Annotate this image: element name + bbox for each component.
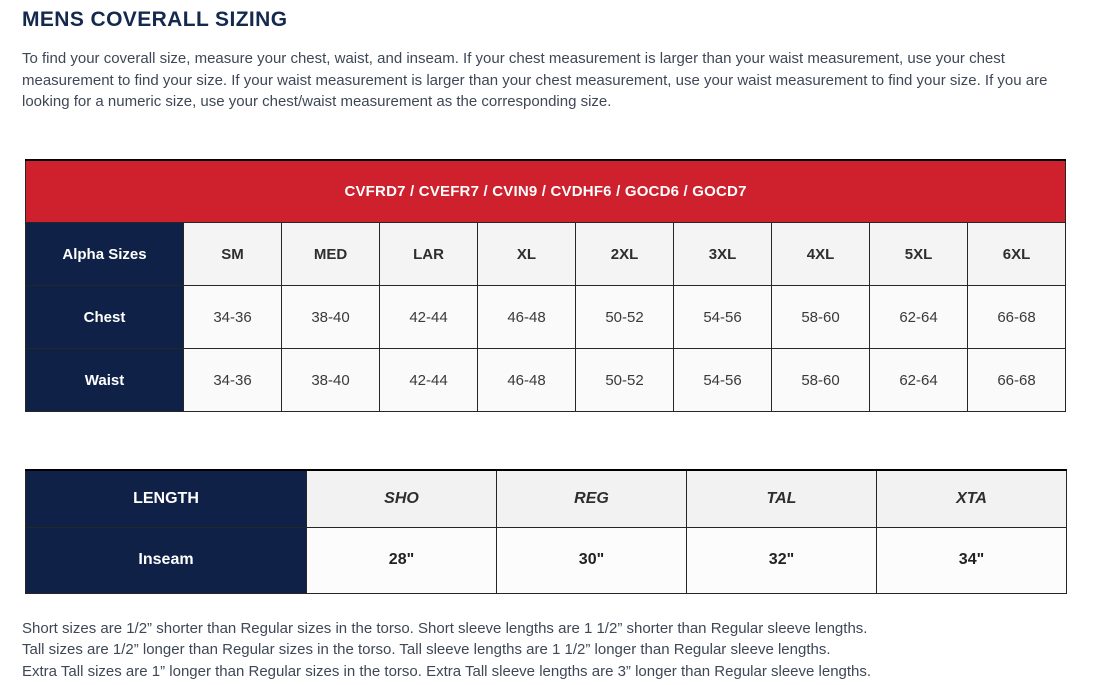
waist-cell: 62-64 <box>869 348 968 412</box>
alpha-size-cell: XL <box>477 222 576 286</box>
length-head-cell: XTA <box>876 469 1067 528</box>
alpha-size-cell: SM <box>183 222 282 286</box>
note-extra-tall: Extra Tall sizes are 1” longer than Regu… <box>22 662 872 680</box>
alpha-size-cell: 5XL <box>869 222 968 286</box>
length-head-cell: TAL <box>686 469 877 528</box>
chest-cell: 50-52 <box>575 285 674 349</box>
waist-cell: 42-44 <box>379 348 478 412</box>
inseam-row: Inseam 28" 30" 32" 34" <box>25 526 1067 594</box>
inseam-cell: 28" <box>306 526 497 594</box>
waist-cell: 66-68 <box>966 348 1067 412</box>
alpha-sizes-row: Alpha Sizes SM MED LAR XL 2XL 3XL 4XL 5X… <box>25 222 1067 286</box>
waist-cell: 34-36 <box>183 348 282 412</box>
inseam-cell: 30" <box>496 526 687 594</box>
chest-cell: 58-60 <box>771 285 870 349</box>
alpha-size-cell: 2XL <box>575 222 674 286</box>
alpha-size-cell: 6XL <box>966 222 1067 286</box>
note-short: Short sizes are 1/2” shorter than Regula… <box>22 619 868 637</box>
alpha-size-cell: LAR <box>379 222 478 286</box>
chest-cell: 38-40 <box>281 285 380 349</box>
chest-cell: 62-64 <box>869 285 968 349</box>
alpha-size-cell: MED <box>281 222 380 286</box>
product-codes-header: CVFRD7 / CVEFR7 / CVIN9 / CVDHF6 / GOCD6… <box>24 158 1067 223</box>
waist-cell: 58-60 <box>771 348 870 412</box>
row-label-chest: Chest <box>25 285 184 349</box>
intro-paragraph: To find your coverall size, measure your… <box>22 50 1048 110</box>
waist-cell: 50-52 <box>575 348 674 412</box>
row-label-waist: Waist <box>25 348 184 412</box>
waist-cell: 54-56 <box>673 348 772 412</box>
waist-cell: 38-40 <box>281 348 380 412</box>
chest-cell: 42-44 <box>379 285 478 349</box>
inseam-cell: 34" <box>876 526 1067 594</box>
length-head-cell: SHO <box>306 469 497 528</box>
coverall-size-table: CVFRD7 / CVEFR7 / CVIN9 / CVDHF6 / GOCD6… <box>24 158 1067 412</box>
inseam-cell: 32" <box>686 526 877 594</box>
length-table: LENGTH SHO REG TAL XTA Inseam 28" 30" 32… <box>25 469 1067 594</box>
alpha-size-cell: 3XL <box>673 222 772 286</box>
chest-cell: 34-36 <box>183 285 282 349</box>
row-label-length: LENGTH <box>25 469 307 528</box>
page-title: MENS COVERALL SIZING <box>22 8 288 31</box>
length-head-cell: REG <box>496 469 687 528</box>
row-label-alpha-sizes: Alpha Sizes <box>25 222 184 286</box>
note-tall: Tall sizes are 1/2” longer than Regular … <box>22 641 831 658</box>
waist-cell: 46-48 <box>477 348 576 412</box>
product-codes-row: CVFRD7 / CVEFR7 / CVIN9 / CVDHF6 / GOCD6… <box>24 158 1067 223</box>
alpha-size-cell: 4XL <box>771 222 870 286</box>
chest-cell: 66-68 <box>966 285 1067 349</box>
chest-row: Chest 34-36 38-40 42-44 46-48 50-52 54-5… <box>25 285 1067 349</box>
waist-row: Waist 34-36 38-40 42-44 46-48 50-52 54-5… <box>25 348 1067 412</box>
chest-cell: 54-56 <box>673 285 772 349</box>
row-label-inseam: Inseam <box>25 526 307 594</box>
chest-cell: 46-48 <box>477 285 576 349</box>
footnotes: Short sizes are 1/2” shorter than Regula… <box>22 618 1073 683</box>
length-header-row: LENGTH SHO REG TAL XTA <box>25 469 1067 528</box>
